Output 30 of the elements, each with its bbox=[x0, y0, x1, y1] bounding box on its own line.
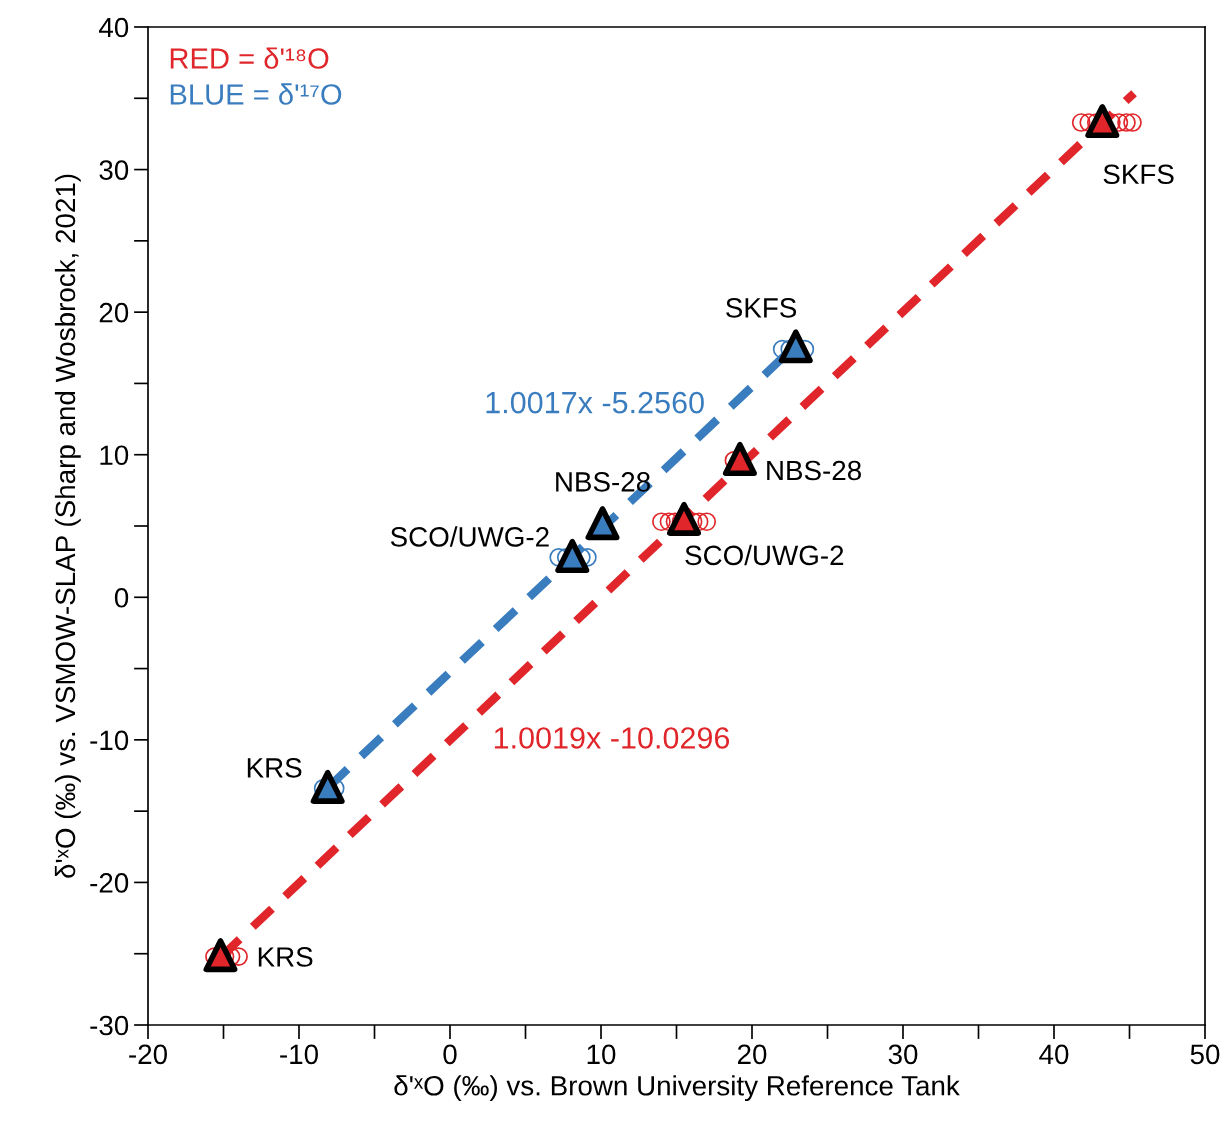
y-tick-label: 30 bbox=[99, 160, 129, 180]
y-axis-title: δ'ˣO (‰) vs. VSMOW-SLAP (Sharp and Wosbrock, 2021) bbox=[54, 174, 81, 878]
x-tick-label: 20 bbox=[737, 1044, 767, 1065]
annotation: KRS bbox=[258, 947, 313, 967]
annotation: NBS-28 bbox=[556, 472, 650, 492]
x-tick-label: 40 bbox=[1039, 1044, 1069, 1065]
x-tick-label: 50 bbox=[1190, 1044, 1220, 1065]
x-tick-label: -20 bbox=[129, 1044, 167, 1065]
y-tick-label: 20 bbox=[99, 302, 129, 323]
x-tick-label: -10 bbox=[280, 1044, 318, 1065]
x-axis-title: δ'ˣO (‰) vs. Brown University Reference Tank bbox=[394, 1075, 960, 1102]
annotation: KRS bbox=[247, 758, 302, 778]
x-tick-label: 10 bbox=[587, 1044, 616, 1065]
y-tick-label: -20 bbox=[90, 873, 129, 893]
y-tick-label: -30 bbox=[90, 1015, 129, 1036]
y-tick-label: 10 bbox=[100, 445, 129, 466]
x-tick-label: 0 bbox=[443, 1044, 457, 1065]
annotation: 1.0019x -10.0296 bbox=[494, 727, 730, 749]
text: BLUE = δ'¹⁷O bbox=[170, 83, 342, 105]
y-tick-label: 0 bbox=[114, 587, 129, 608]
annotation: SKFS bbox=[1103, 164, 1174, 185]
y-tick-label: -10 bbox=[90, 730, 129, 751]
annotation: NBS-28 bbox=[767, 460, 861, 481]
annotation: SKFS bbox=[726, 298, 797, 318]
annotation: SCO/UWG-2 bbox=[390, 526, 549, 547]
annotation: SCO/UWG-2 bbox=[685, 544, 844, 566]
x-tick-label: 30 bbox=[888, 1044, 918, 1065]
annotation: 1.0017x -5.2560 bbox=[486, 391, 704, 414]
text: RED = δ'¹⁸O bbox=[170, 47, 329, 69]
y-tick-label: 40 bbox=[98, 17, 129, 38]
